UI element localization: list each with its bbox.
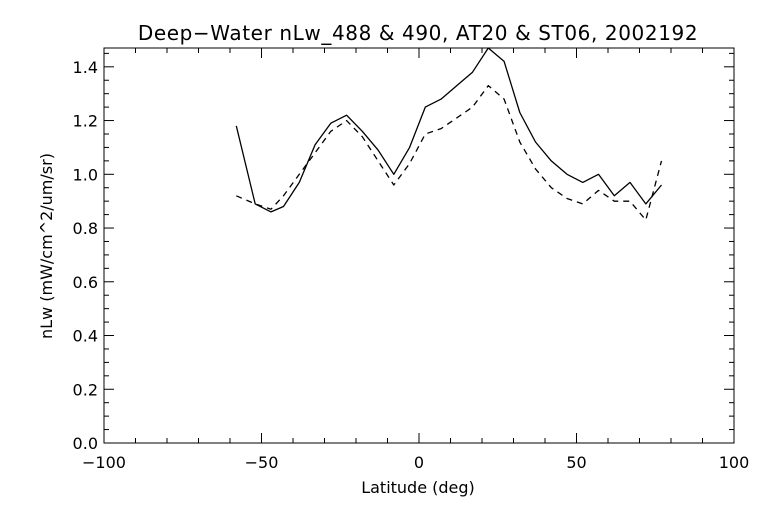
x-tick-label: 0 [414, 453, 424, 472]
series-line-solid [235, 47, 662, 213]
x-tick-label: 50 [566, 453, 586, 472]
y-tick-label: 0.6 [73, 273, 98, 292]
series-line-dashed [236, 84, 663, 221]
x-tick-label: −50 [245, 453, 279, 472]
y-tick-label: 0.0 [73, 434, 98, 453]
y-axis-label: nLw (mW/cm^2/um/sr) [37, 153, 56, 339]
chart-title: Deep−Water nLw_488 & 490, AT20 & ST06, 2… [138, 21, 698, 45]
y-tick-label: 1.0 [73, 165, 98, 184]
y-tick-label: 0.4 [73, 327, 98, 346]
y-tick-label: 1.2 [73, 112, 98, 131]
y-tick-label: 1.4 [73, 58, 98, 77]
plot-frame [103, 47, 735, 444]
x-axis-ticks: −100 −50 0 50 100 [82, 48, 749, 472]
x-tick-label: 100 [719, 453, 750, 472]
y-tick-label: 0.8 [73, 219, 98, 238]
x-tick-label: −100 [82, 453, 126, 472]
x-axis-label: Latitude (deg) [361, 478, 475, 497]
series-layer [235, 47, 663, 221]
y-axis-ticks: 0.0 0.2 0.4 0.6 0.8 1.0 1.2 1.4 [73, 52, 734, 453]
y-tick-label: 0.2 [73, 380, 98, 399]
